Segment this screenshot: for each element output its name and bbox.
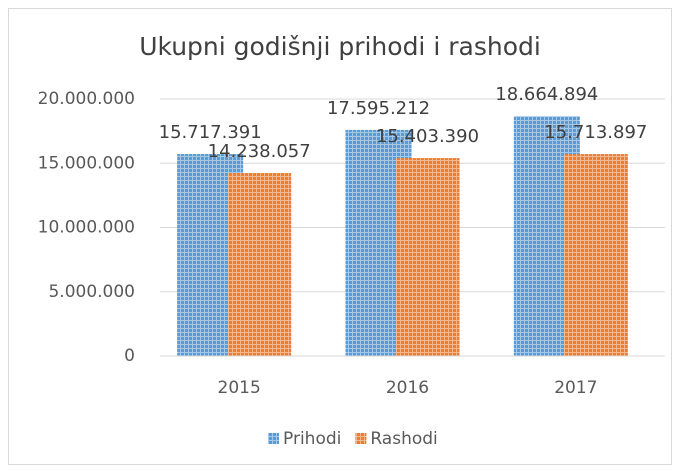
y-tick-label: 15.000.000 — [38, 153, 135, 173]
value-label: 15.717.391 — [159, 122, 262, 143]
legend-swatch — [268, 433, 279, 444]
bar — [395, 158, 460, 356]
value-label: 15.713.897 — [544, 122, 647, 143]
x-tick-label: 2016 — [386, 378, 429, 398]
legend-swatch — [355, 433, 367, 444]
x-tick-label: 2017 — [554, 378, 597, 398]
value-label: 15.403.390 — [376, 126, 479, 147]
y-tick-label: 20.000.000 — [38, 89, 135, 109]
legend-label: Rashodi — [370, 429, 437, 449]
y-tick-label: 0 — [124, 346, 135, 366]
value-label: 17.595.212 — [327, 98, 430, 119]
legend-label: Prihodi — [283, 429, 341, 449]
value-label: 18.664.894 — [495, 84, 598, 105]
bar — [563, 154, 628, 356]
x-tick-label: 2015 — [218, 378, 261, 398]
value-label: 14.238.057 — [208, 141, 311, 162]
y-tick-label: 5.000.000 — [48, 282, 135, 302]
bar — [227, 173, 292, 356]
y-tick-label: 10.000.000 — [38, 218, 135, 238]
chart-title: Ukupni godišnji prihodi i rashodi — [139, 32, 541, 61]
